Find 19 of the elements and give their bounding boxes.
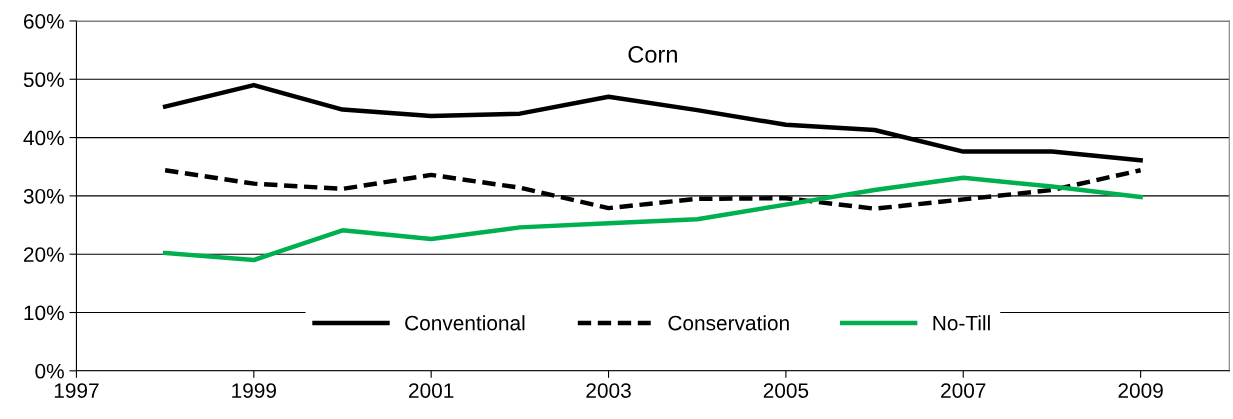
y-tick-label: 0% (35, 363, 64, 379)
y-tick-label: 50% (23, 72, 64, 88)
y-tick-label: 30% (23, 188, 64, 204)
x-tick-label: 2005 (763, 383, 809, 398)
y-tick-label: 60% (24, 13, 64, 29)
y-tick-label: 20% (23, 247, 64, 262)
legend-label: Conventional (405, 315, 525, 331)
x-tick-label: 2007 (941, 383, 986, 398)
legend-label: No-Till (933, 315, 990, 331)
line-series (162, 175, 1143, 263)
x-tick-label: 1999 (232, 383, 276, 398)
x-tick-label: 2003 (586, 383, 631, 398)
x-tick-label: 2001 (409, 383, 454, 398)
y-tick-label: 40% (23, 130, 64, 146)
x-tick-label: 2009 (1118, 383, 1163, 398)
legend-label: Conservation (668, 315, 789, 331)
text: Corn (628, 46, 677, 63)
y-tick-label: 10% (24, 305, 64, 321)
x-tick-label: 1997 (54, 383, 99, 398)
